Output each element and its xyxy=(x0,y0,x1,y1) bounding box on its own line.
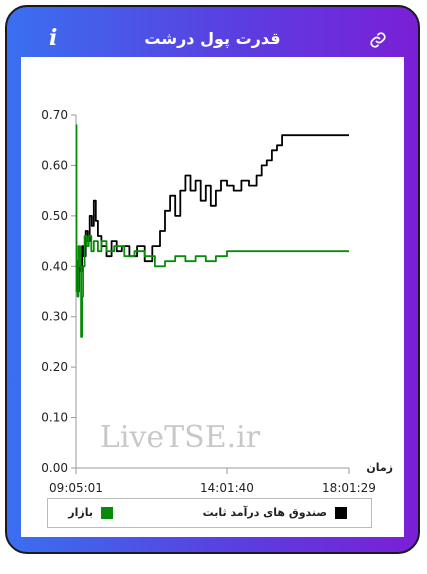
link-icon[interactable] xyxy=(369,31,387,49)
legend-swatch-market xyxy=(101,506,113,519)
y-tick-label: 0.40 xyxy=(41,259,68,273)
y-tick-label: 0.20 xyxy=(41,360,68,374)
info-icon[interactable]: i xyxy=(49,25,58,51)
chart-title: قدرت پول درشت xyxy=(144,29,281,48)
card-header: i قدرت پول درشت xyxy=(7,7,418,63)
legend: صندوق های درآمد ثابت بازار xyxy=(47,498,372,528)
legend-label-market: بازار xyxy=(68,506,93,519)
x-tick-label: 18:01:29 xyxy=(322,481,376,495)
legend-item-fixed-income[interactable]: صندوق های درآمد ثابت xyxy=(203,506,347,519)
y-tick-label: 0.50 xyxy=(41,209,68,223)
x-tick-label: 09:05:01 xyxy=(49,481,103,495)
x-tick-label: 14:01:40 xyxy=(200,481,254,495)
x-axis-label: زمان xyxy=(366,461,393,474)
series-layer xyxy=(75,124,349,338)
legend-item-market[interactable]: بازار xyxy=(68,506,113,519)
chart-area xyxy=(21,57,404,537)
legend-swatch-fixed-income xyxy=(335,506,347,519)
axes: 0.00 0.10 0.20 0.30 0.40 0.50 0.60 0.70 09:05:01… xyxy=(41,108,393,495)
series-fixed-income-line xyxy=(76,134,349,293)
series-market-line xyxy=(75,124,349,338)
y-tick-label: 0.30 xyxy=(41,310,68,324)
y-tick-label: 0.70 xyxy=(41,108,68,122)
y-tick-label: 0.60 xyxy=(41,158,68,172)
y-tick-label: 0.10 xyxy=(41,411,68,425)
chart-card: i قدرت پول درشت xyxy=(5,5,420,554)
y-tick-label: 0.00 xyxy=(41,461,68,475)
watermark: LiveTSE.ir xyxy=(100,420,261,455)
legend-label-fixed-income: صندوق های درآمد ثابت xyxy=(202,506,327,519)
